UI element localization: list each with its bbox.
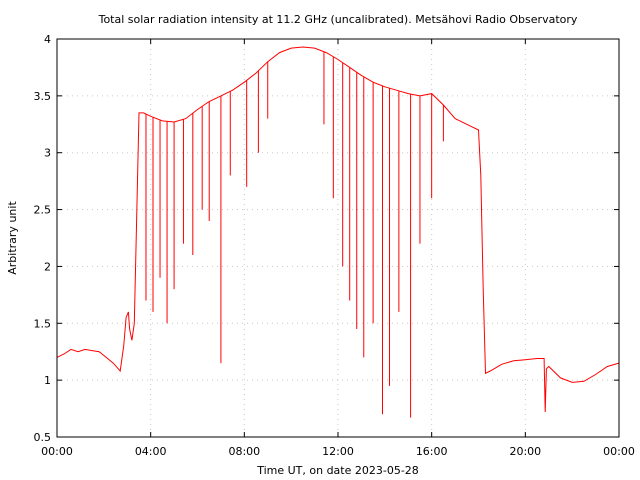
y-tick-label: 1 bbox=[44, 374, 51, 387]
x-tick-label: 00:00 bbox=[603, 445, 635, 458]
gridlines bbox=[57, 39, 619, 437]
chart-title: Total solar radiation intensity at 11.2 … bbox=[98, 13, 578, 26]
y-axis-label: Arbitrary unit bbox=[6, 201, 19, 275]
plot-area bbox=[56, 46, 620, 418]
y-tick-label: 1.5 bbox=[34, 317, 52, 330]
x-tick-label: 04:00 bbox=[135, 445, 167, 458]
y-tick-label: 2.5 bbox=[34, 204, 52, 217]
x-tick-label: 20:00 bbox=[509, 445, 541, 458]
plot-frame bbox=[56, 38, 620, 438]
y-axis: 0.5 1 1.5 2 2.5 3 3.5 4 bbox=[34, 33, 619, 444]
y-tick-label: 0.5 bbox=[34, 431, 52, 444]
y-tick-label: 2 bbox=[44, 260, 51, 273]
series-line bbox=[56, 46, 620, 413]
x-axis: 00:00 04:00 08:00 12:00 16:00 20:00 00:00 bbox=[41, 39, 635, 458]
y-tick-label: 3 bbox=[44, 147, 51, 160]
x-tick-label: 00:00 bbox=[41, 445, 73, 458]
signal-dips bbox=[145, 51, 444, 418]
x-tick-label: 16:00 bbox=[416, 445, 448, 458]
x-tick-label: 08:00 bbox=[228, 445, 260, 458]
x-axis-label: Time UT, on date 2023-05-28 bbox=[256, 464, 419, 477]
x-tick-label: 12:00 bbox=[322, 445, 354, 458]
y-tick-label: 4 bbox=[44, 33, 51, 46]
y-tick-label: 3.5 bbox=[34, 90, 52, 103]
